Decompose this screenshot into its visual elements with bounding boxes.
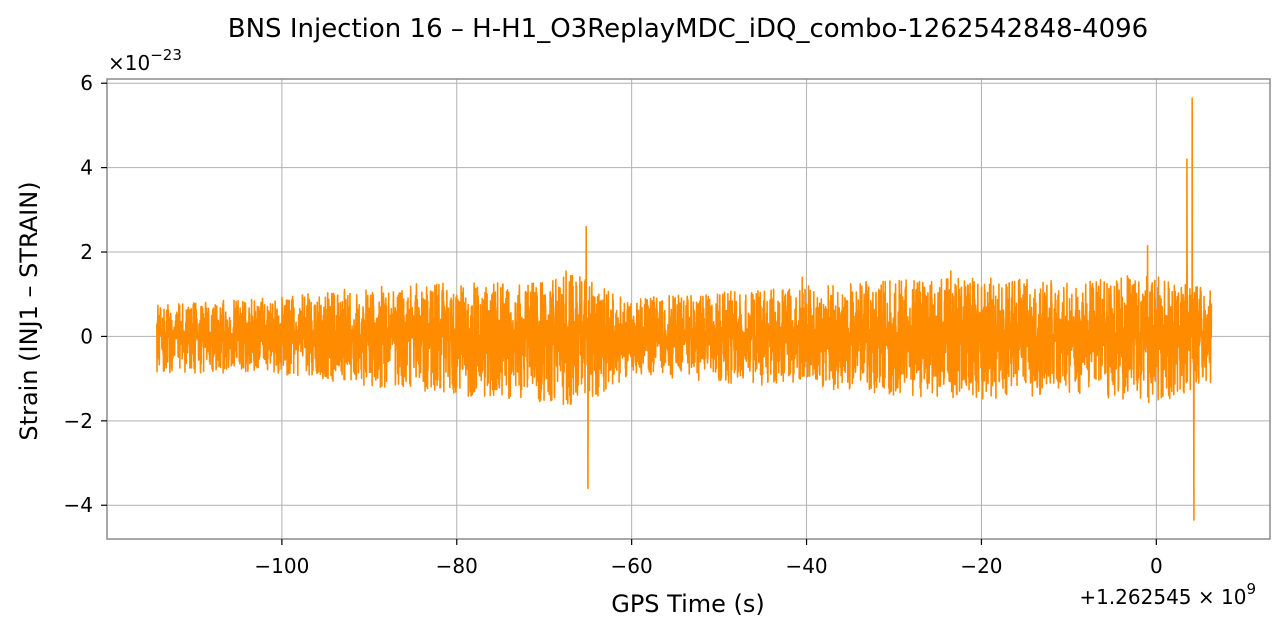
x-axis-title: GPS Time (s) xyxy=(611,590,765,618)
x-tick-label: −80 xyxy=(436,554,478,578)
y-axis-ticks: −4 −2 0 2 4 6 xyxy=(64,71,107,517)
x-tick-label: 0 xyxy=(1150,554,1163,578)
y-tick-label: 6 xyxy=(80,71,93,95)
x-tick-label: −60 xyxy=(611,554,653,578)
x-tick-label: −100 xyxy=(254,554,309,578)
y-tick-label: −4 xyxy=(64,493,93,517)
x-tick-label: −40 xyxy=(785,554,827,578)
plot-frame xyxy=(106,78,1271,540)
y-axis-title: Strain (INJ1 – STRAIN) xyxy=(15,181,43,440)
y-tick-label: 4 xyxy=(80,156,93,180)
x-offset-exponent: 9 xyxy=(1246,580,1256,598)
x-tick-label: −20 xyxy=(960,554,1002,578)
y-tick-label: 0 xyxy=(80,324,93,348)
x-axis-ticks: −100 −80 −60 −40 −20 0 xyxy=(254,539,1163,578)
strain-series-line xyxy=(156,97,1213,521)
series-layer xyxy=(156,97,1213,521)
x-offset-base: +1.262545 × 10 xyxy=(1079,585,1246,609)
y-tick-label: 2 xyxy=(80,240,93,264)
x-offset: +1.262545 × 109 xyxy=(1079,580,1256,609)
y-multiplier: ×10−23 xyxy=(108,46,182,75)
chart-title: BNS Injection 16 – H-H1_O3ReplayMDC_iDQ_… xyxy=(228,14,1148,44)
y-multiplier-exponent: −23 xyxy=(150,46,182,64)
y-tick-label: −2 xyxy=(64,409,93,433)
y-multiplier-base: ×10 xyxy=(108,51,150,75)
